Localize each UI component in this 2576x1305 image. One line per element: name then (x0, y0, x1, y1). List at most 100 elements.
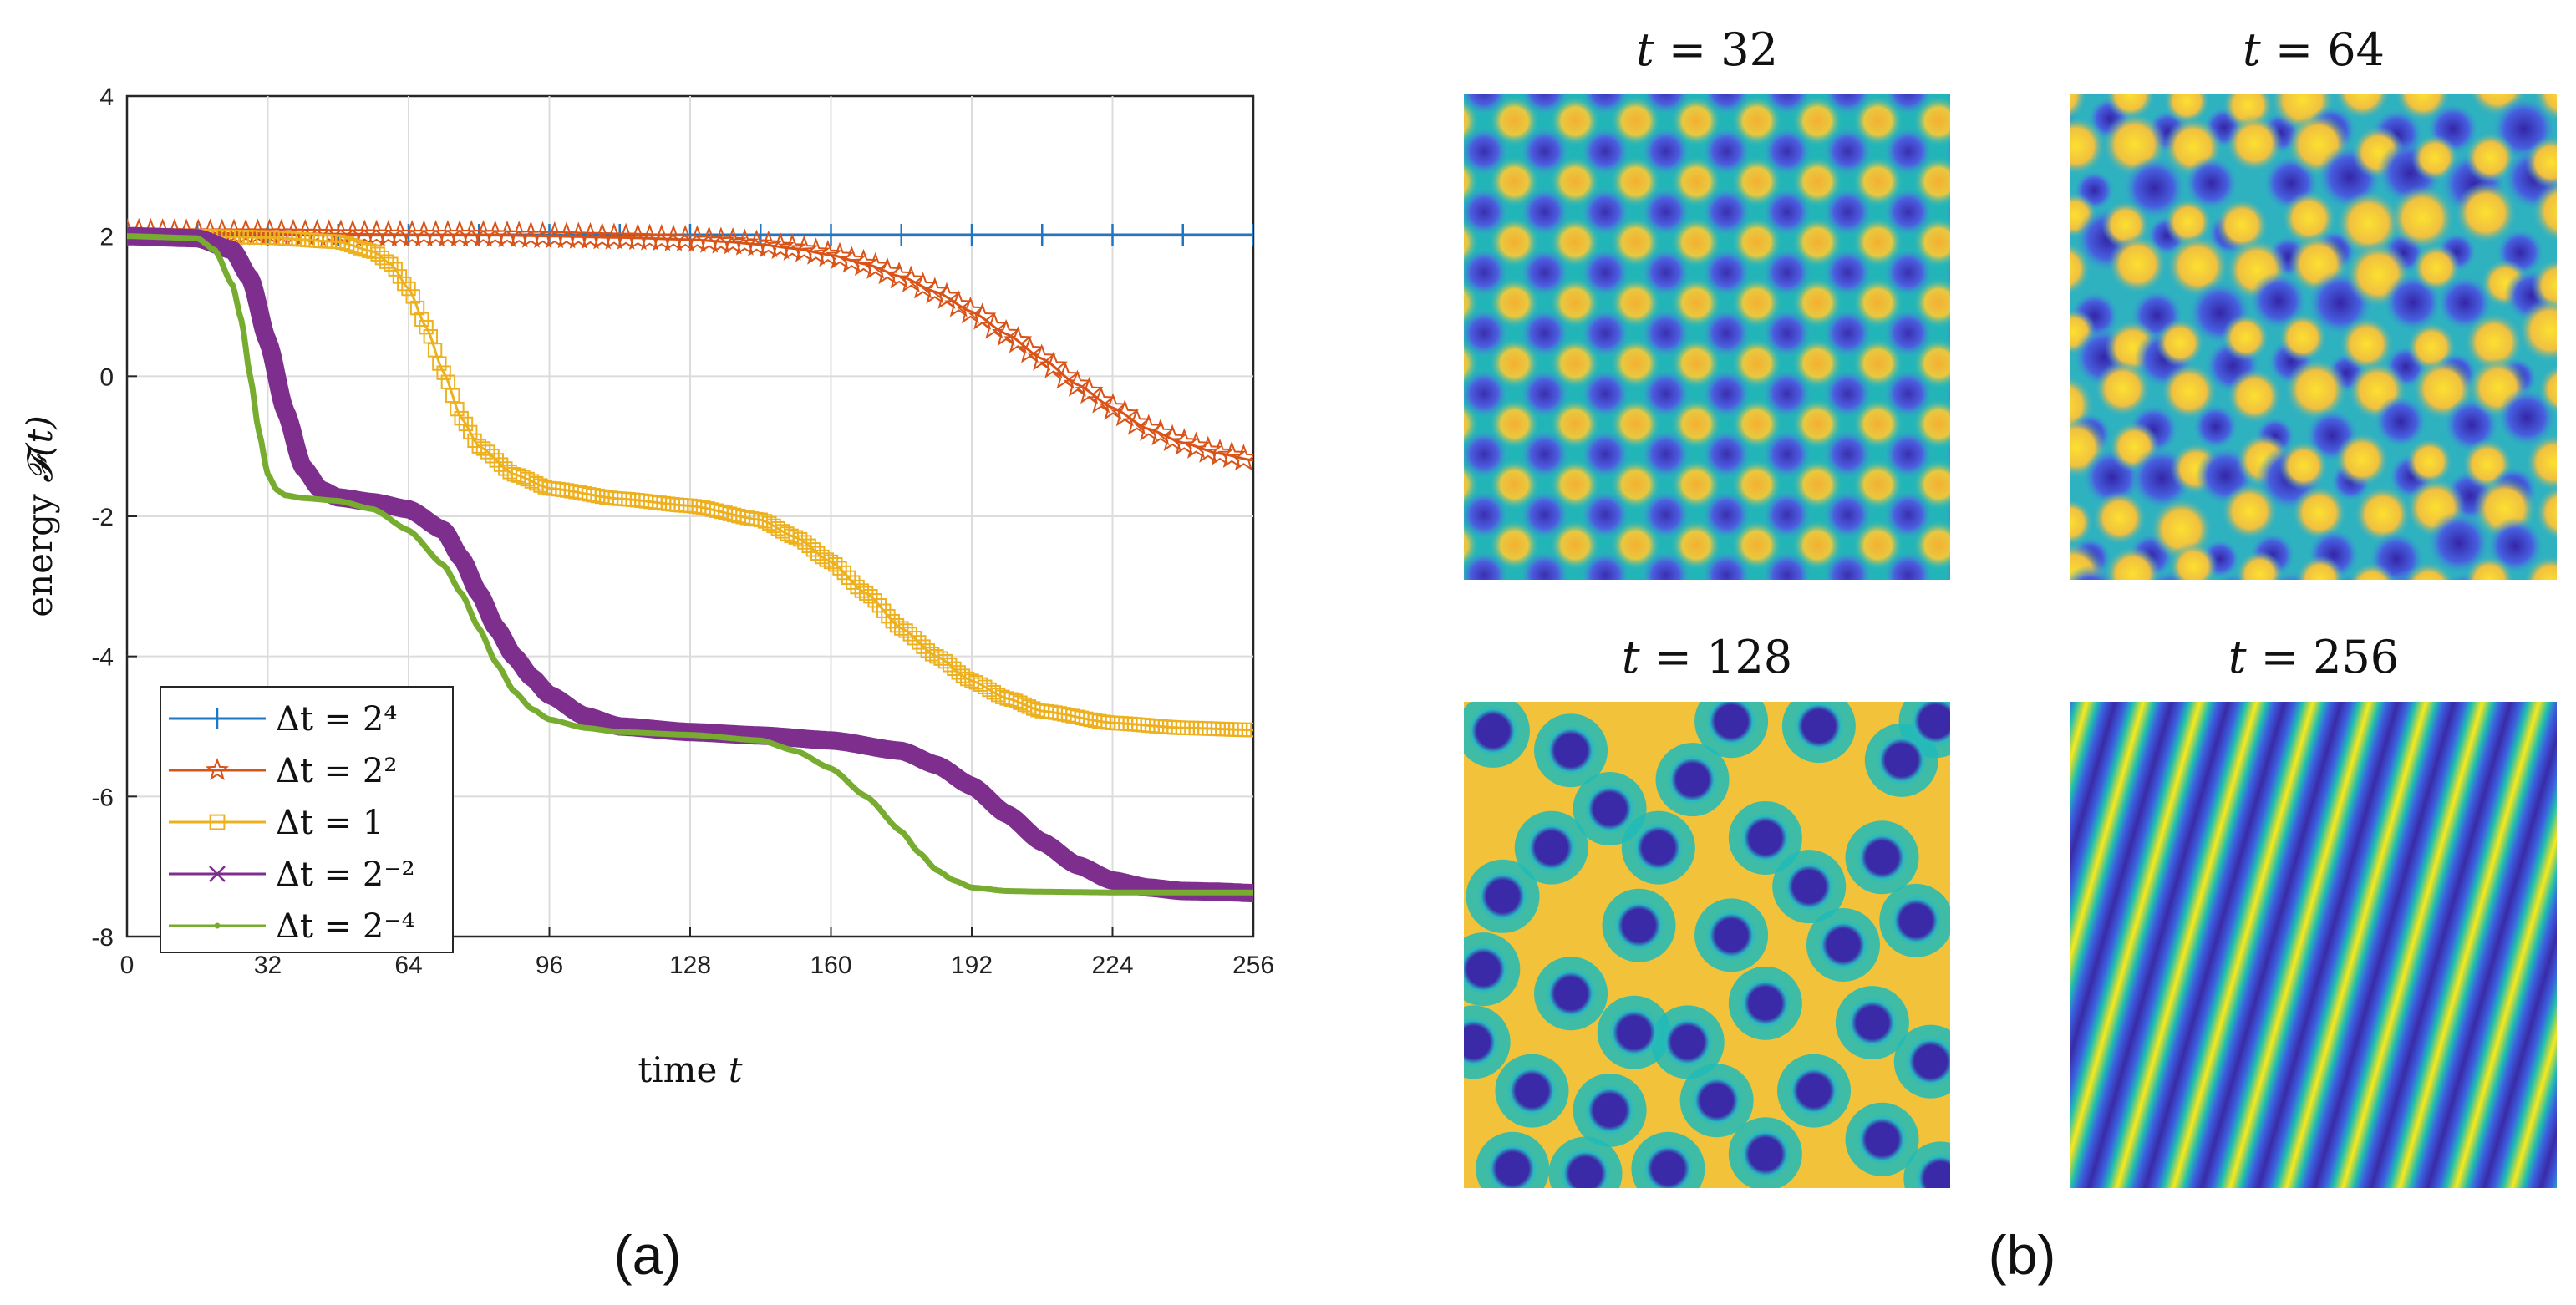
series-marker (392, 269, 408, 284)
pattern-spot-high (2335, 190, 2401, 256)
legend-item: Δt = 2⁻⁴ (169, 907, 415, 946)
pattern-panel-t32: t = 32 (1464, 23, 1950, 580)
series-marker (837, 246, 866, 273)
pattern-spot-high (2464, 312, 2523, 372)
series-marker (836, 565, 851, 581)
pattern-blob (1910, 702, 1950, 747)
series-marker (992, 318, 1021, 347)
y-axis-ticks: 4 2 0 -2 -4 -6 -8 (91, 84, 137, 952)
pattern-blob (1740, 812, 1791, 863)
pattern-spot-high (1979, 256, 2036, 313)
legend-item: Δt = 2⁻² (169, 856, 415, 894)
pattern-spot-high (2094, 360, 2152, 418)
pattern-spot-high (2156, 318, 2205, 368)
pattern-blob (1740, 1129, 1791, 1180)
pattern-blob (1662, 1017, 1713, 1068)
pattern-spot-high (2281, 190, 2337, 246)
series-marker (942, 658, 958, 673)
series-marker (871, 598, 887, 613)
legend-marker (207, 708, 227, 729)
pattern-spot-high (2235, 550, 2284, 580)
pattern-spot-low (2559, 273, 2576, 338)
legend-marker (209, 866, 226, 882)
pattern-blob (1464, 1017, 1499, 1068)
pattern-spot-low (2426, 510, 2491, 576)
series-marker (1146, 418, 1175, 446)
legend-label: Δt = 2⁴ (276, 700, 397, 739)
series-marker (436, 365, 451, 380)
pattern-spot-high (2530, 18, 2575, 63)
x-tick-label: 224 (1091, 952, 1133, 979)
series-marker (889, 617, 905, 633)
pattern-spot-high (2169, 541, 2218, 580)
x-tick-label: 32 (254, 952, 282, 979)
pattern-blob (1817, 920, 1868, 970)
series-marker (937, 653, 953, 669)
pattern-spot-high (2070, 499, 2094, 546)
series-marker (828, 556, 843, 572)
legend-marker (214, 922, 221, 929)
series-marker (908, 272, 937, 299)
pattern-spot-high (2279, 440, 2329, 491)
series-marker (379, 254, 394, 269)
series-marker (916, 639, 931, 654)
pattern-blob (1915, 1153, 1950, 1188)
pattern-spot-high (2412, 243, 2461, 292)
x-tick-label: 96 (536, 952, 563, 979)
series-marker (1245, 885, 1253, 901)
pattern-spot-low (2503, 37, 2548, 81)
pattern-blob (1784, 861, 1835, 912)
pattern-spot-high (2525, 434, 2557, 491)
pattern-spot-low (2009, 446, 2070, 508)
series-4 (127, 233, 1253, 896)
series-marker (968, 675, 983, 690)
pattern-blob (1857, 1114, 1908, 1165)
pattern-spot-low (2070, 97, 2079, 139)
pattern-blob (1477, 871, 1528, 922)
series-marker (419, 319, 434, 335)
pattern-spot-low (2214, 571, 2253, 580)
series-marker (832, 561, 847, 576)
pattern-image (1464, 94, 1950, 580)
legend-item: Δt = 1 (169, 804, 384, 842)
series-marker (846, 575, 861, 590)
pattern-spot-low (2013, 327, 2070, 383)
series-marker (1086, 386, 1115, 414)
pattern-spot-high (2226, 114, 2284, 172)
x-tick-label: 192 (951, 952, 993, 979)
pattern-spot-high (2070, 241, 2091, 296)
panel-title: t = 256 (2228, 631, 2399, 683)
pattern-spot-low (2082, 94, 2111, 99)
series-marker (902, 627, 917, 642)
pattern-spot-low (2446, 571, 2484, 580)
pattern-spot-high (2161, 363, 2218, 420)
series-marker (924, 647, 940, 662)
pattern-spot-high (2390, 185, 2456, 251)
series-marker (841, 570, 856, 586)
legend-label: Δt = 2⁻⁴ (276, 907, 415, 946)
pattern-blob (1608, 1007, 1659, 1058)
series-marker (872, 256, 902, 285)
series-marker (475, 441, 491, 456)
y-tick-label: 2 (99, 224, 114, 251)
pattern-spot-high (2104, 546, 2162, 580)
series-marker (890, 223, 912, 246)
pattern-blob (1905, 1036, 1950, 1087)
pattern-spot-high (1993, 193, 2040, 241)
pattern-blob (1667, 754, 1718, 805)
series-marker (463, 424, 478, 440)
pattern-spot-low (2006, 290, 2058, 342)
pattern-blob (1546, 968, 1597, 1019)
y-tick-label: -6 (91, 784, 114, 811)
pattern-spot-high (2163, 94, 2210, 124)
series-marker (1229, 444, 1253, 471)
y-tick-label: -2 (91, 504, 114, 531)
pattern-spot-high (2334, 94, 2391, 120)
pattern-spot-low (2507, 586, 2553, 632)
pattern-blob (1560, 1148, 1611, 1188)
pattern-blob (1613, 900, 1664, 951)
series-marker (819, 552, 834, 567)
pattern-blob (1546, 725, 1597, 776)
pattern-spot-low (2122, 156, 2187, 221)
series-marker (766, 518, 781, 534)
